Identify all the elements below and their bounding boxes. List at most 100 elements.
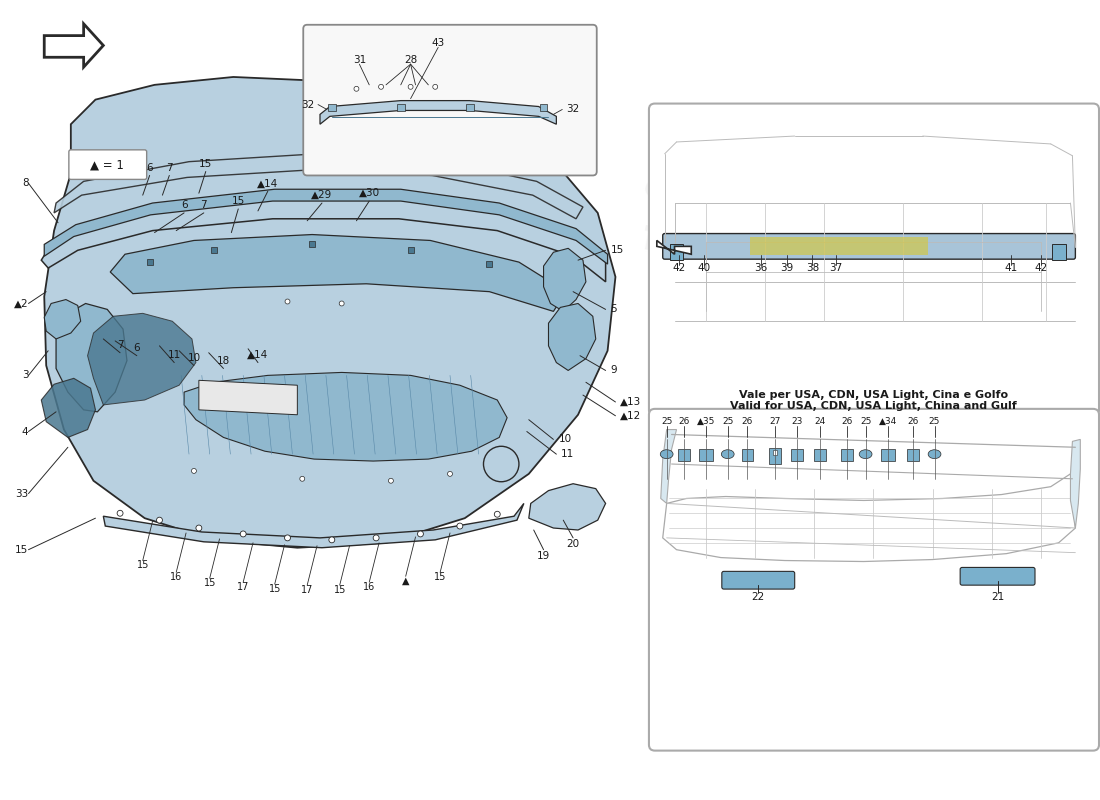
Bar — [769, 448, 781, 464]
Text: Valid for USA, CDN, USA Light, China and Gulf: Valid for USA, CDN, USA Light, China and… — [730, 401, 1016, 411]
Text: 11: 11 — [167, 350, 180, 360]
Polygon shape — [44, 190, 607, 264]
Polygon shape — [529, 484, 606, 530]
Bar — [328, 103, 336, 111]
Ellipse shape — [660, 450, 673, 458]
Circle shape — [373, 535, 380, 541]
Text: 37: 37 — [829, 263, 843, 273]
Bar — [773, 450, 777, 455]
Text: 26: 26 — [679, 417, 690, 426]
Text: 24: 24 — [815, 417, 826, 426]
Circle shape — [300, 476, 305, 482]
Bar — [486, 261, 493, 267]
Text: ▲ = 1: ▲ = 1 — [90, 158, 124, 171]
FancyBboxPatch shape — [662, 234, 1076, 259]
Text: 41: 41 — [1004, 263, 1018, 273]
Text: ▲35: ▲35 — [697, 417, 715, 426]
Polygon shape — [543, 248, 586, 311]
Polygon shape — [56, 303, 126, 412]
Text: 5: 5 — [610, 304, 617, 314]
Polygon shape — [54, 154, 583, 218]
Text: 15: 15 — [333, 585, 345, 595]
Bar — [1052, 244, 1066, 260]
Circle shape — [354, 86, 359, 91]
Text: 15: 15 — [136, 561, 149, 570]
Bar — [211, 247, 217, 254]
Circle shape — [285, 535, 290, 541]
Text: 39: 39 — [780, 263, 793, 273]
Text: 23: 23 — [791, 417, 802, 426]
Polygon shape — [661, 430, 676, 503]
Text: 8: 8 — [22, 178, 29, 188]
Text: 38: 38 — [806, 263, 820, 273]
Text: 10: 10 — [559, 434, 572, 444]
Text: 17: 17 — [301, 585, 314, 595]
Circle shape — [285, 299, 290, 304]
Circle shape — [408, 84, 414, 90]
Text: 4: 4 — [22, 426, 29, 437]
Ellipse shape — [928, 450, 940, 458]
Text: ▲34: ▲34 — [879, 417, 898, 426]
Text: 15: 15 — [15, 545, 29, 554]
Circle shape — [240, 531, 246, 537]
Bar — [146, 259, 153, 265]
Polygon shape — [184, 373, 507, 461]
Text: 16: 16 — [170, 572, 183, 582]
Polygon shape — [320, 101, 557, 124]
Circle shape — [388, 478, 394, 483]
Text: 21: 21 — [991, 592, 1004, 602]
Bar — [908, 450, 918, 461]
Text: ▲2: ▲2 — [14, 298, 29, 309]
Circle shape — [378, 84, 384, 90]
Circle shape — [494, 511, 501, 517]
Text: 11: 11 — [561, 449, 574, 459]
Bar — [540, 103, 548, 111]
Text: 27: 27 — [769, 417, 781, 426]
Text: 15: 15 — [610, 246, 624, 255]
Text: 31: 31 — [353, 55, 366, 66]
Text: 15: 15 — [268, 584, 280, 594]
Bar — [397, 103, 405, 111]
Circle shape — [117, 510, 123, 516]
Bar — [670, 244, 683, 260]
Text: 19: 19 — [537, 550, 550, 561]
Text: 6: 6 — [133, 343, 140, 353]
Circle shape — [191, 469, 197, 474]
Circle shape — [196, 525, 201, 531]
Text: 15: 15 — [434, 572, 447, 582]
Text: 25: 25 — [722, 417, 734, 426]
Text: 33: 33 — [15, 489, 29, 498]
Text: ▲30: ▲30 — [359, 188, 380, 198]
Text: 6: 6 — [146, 162, 153, 173]
Text: 26: 26 — [908, 417, 918, 426]
Text: 7: 7 — [200, 200, 207, 210]
Text: 15: 15 — [232, 196, 245, 206]
Text: 25: 25 — [860, 417, 871, 426]
FancyBboxPatch shape — [649, 103, 1099, 416]
Text: 15: 15 — [199, 158, 212, 169]
Text: 40: 40 — [697, 263, 711, 273]
Bar — [679, 450, 691, 461]
Polygon shape — [549, 303, 596, 370]
Text: 6: 6 — [180, 200, 187, 210]
Text: 7: 7 — [117, 340, 123, 350]
Text: 22: 22 — [751, 592, 764, 602]
Text: 28: 28 — [404, 55, 417, 66]
FancyBboxPatch shape — [722, 571, 794, 589]
FancyBboxPatch shape — [304, 25, 596, 175]
Text: 32: 32 — [566, 105, 580, 114]
Bar — [465, 103, 474, 111]
Text: ▲29: ▲29 — [311, 190, 332, 200]
Polygon shape — [1070, 439, 1080, 528]
Circle shape — [329, 537, 334, 543]
Circle shape — [456, 523, 463, 529]
Circle shape — [418, 531, 424, 537]
Bar — [741, 450, 754, 461]
Text: ▲: ▲ — [402, 576, 409, 586]
Text: 15: 15 — [204, 578, 216, 588]
Text: 10: 10 — [187, 353, 200, 362]
Polygon shape — [88, 314, 196, 405]
Text: 36: 36 — [755, 263, 768, 273]
Text: 16: 16 — [363, 582, 375, 592]
Text: 43: 43 — [431, 38, 444, 49]
